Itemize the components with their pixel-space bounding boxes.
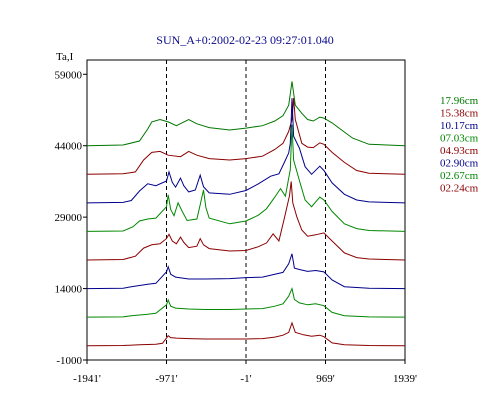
series-line-10.17cm xyxy=(86,98,406,204)
x-tick-label: -1941' xyxy=(73,373,101,385)
x-tick-label: 969' xyxy=(316,373,335,385)
y-tick-label: -1000 xyxy=(56,355,82,367)
series-line-04.93cm xyxy=(86,181,406,261)
x-tick-label: -971' xyxy=(155,373,177,385)
legend-entry: 15.38cm xyxy=(440,108,479,120)
legend-entry: 02.67cm xyxy=(440,170,479,182)
y-tick-label: 29000 xyxy=(55,212,83,224)
y-axis-label: Ta,I xyxy=(56,51,74,63)
series-line-02.67cm xyxy=(86,286,406,318)
series-line-15.38cm xyxy=(86,98,406,175)
y-tick-label: 59000 xyxy=(55,69,83,81)
legend-entry: 07.03cm xyxy=(440,133,479,145)
y-tick-label: 14000 xyxy=(55,284,83,296)
legend-entry: 02.90cm xyxy=(440,158,479,170)
series-line-02.24cm xyxy=(86,321,406,347)
series-line-17.96cm xyxy=(86,81,406,147)
legend-entry: 10.17cm xyxy=(440,120,479,132)
x-tick-label: -1' xyxy=(240,373,251,385)
series-line-07.03cm xyxy=(86,124,406,232)
x-tick-label: 1939' xyxy=(393,373,417,385)
y-tick-label: 44000 xyxy=(55,141,83,153)
series-line-02.90cm xyxy=(86,253,406,290)
chart-title: SUN_A+0:2002-02-23 09:27:01.040 xyxy=(156,33,333,47)
legend-entry: 04.93cm xyxy=(440,145,479,157)
legend-entry: 17.96cm xyxy=(440,95,479,107)
legend-entry: 02.24cm xyxy=(440,183,479,195)
